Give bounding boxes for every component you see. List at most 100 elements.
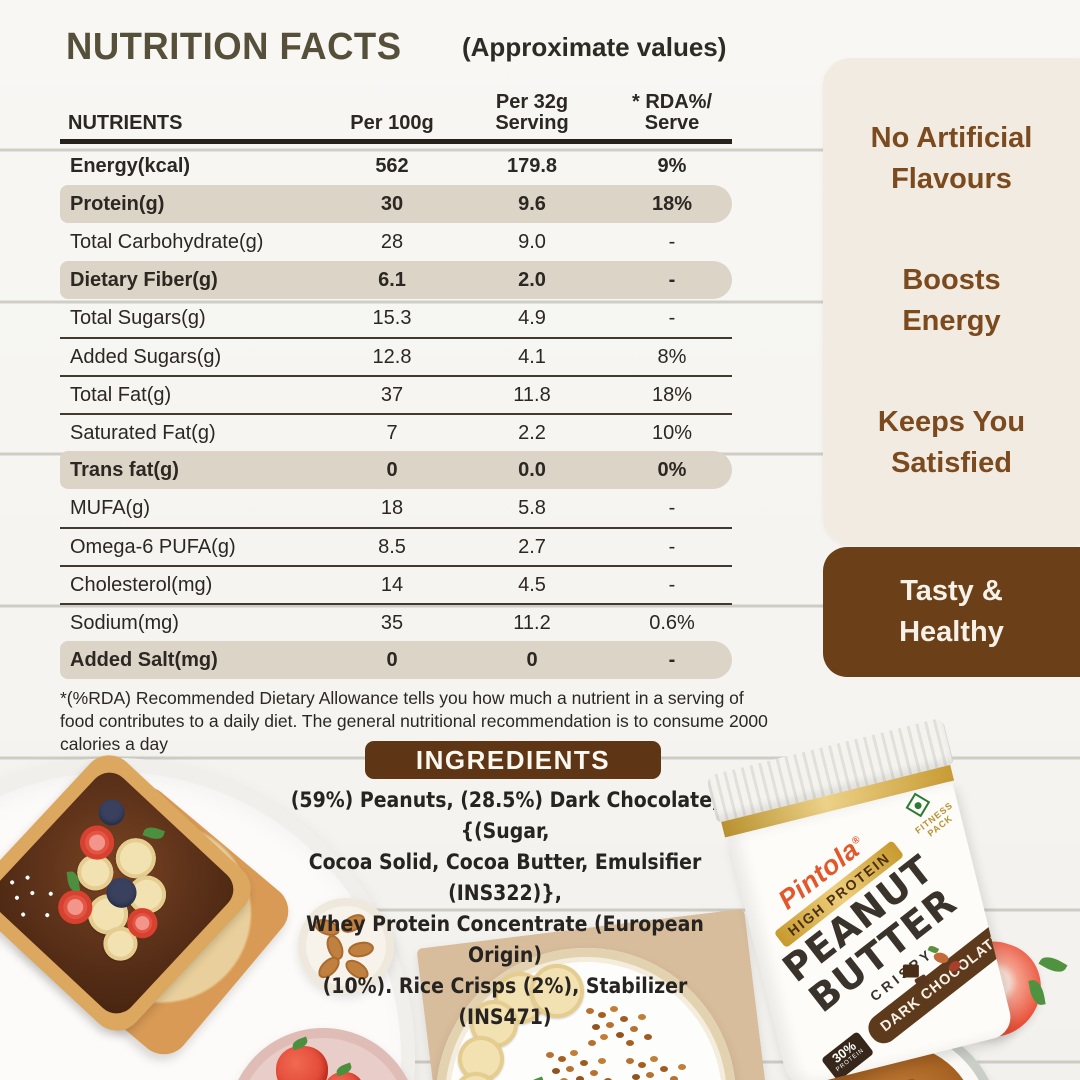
granola-cluster [546, 1052, 554, 1058]
table-top-rule [60, 139, 732, 144]
column-header-rda: * RDA%/ Serve [631, 91, 712, 134]
nutrient-name: Dietary Fiber(g) [70, 268, 218, 291]
nutrient-value: 0 [526, 648, 538, 671]
column-header-nutrients: NUTRIENTS [68, 112, 183, 134]
nutrient-value: 18% [651, 383, 693, 406]
nutrition-row: Sodium(mg) 35 11.2 0.6% [60, 603, 732, 641]
nutrient-name: MUFA(g) [70, 496, 150, 519]
nutrient-value: 12.8 [372, 345, 412, 368]
nutrient-value: - [668, 496, 676, 519]
nutrition-table-body: Energy(kcal) 562 179.8 9% Protein(g) 30 9.6 18%… [60, 147, 732, 679]
benefit-boosts-energy: Boosts Energy [902, 263, 1001, 337]
nutrient-value: 11.8 [513, 383, 551, 406]
nutrient-value: 0 [386, 458, 398, 481]
nutrition-row: Added Salt(mg) 0 0 - [60, 641, 732, 679]
nutrient-value: 2.2 [518, 421, 546, 444]
protein-30-badge: 30% PROTEIN [820, 1030, 874, 1080]
strawberry-leaf [290, 1036, 309, 1051]
nutrient-value: 0.0 [518, 458, 546, 481]
strawberry-leaf [527, 1076, 546, 1080]
nutrient-value: 4.1 [518, 345, 546, 368]
banana-slice [454, 1072, 498, 1080]
banana-slice [530, 964, 584, 1018]
nutrition-row: Cholesterol(mg) 14 4.5 - [60, 565, 732, 603]
strawberry [276, 1036, 328, 1080]
nutrient-name: Sodium(mg) [70, 611, 179, 634]
granola-cluster [586, 1008, 594, 1014]
nutrient-value: 562 [375, 154, 409, 177]
nutrient-name: Saturated Fat(g) [70, 421, 216, 444]
nutrient-value: 37 [380, 383, 404, 406]
benefits-panel: No Artificial Flavours Boosts Energy Kee… [823, 58, 1080, 544]
nutrient-value: - [668, 535, 676, 558]
column-header-per100g: Per 100g [350, 112, 434, 134]
nutrient-name: Added Sugars(g) [70, 345, 222, 368]
strawberry-leaf [334, 1062, 354, 1077]
nutrient-value: 8.5 [378, 535, 406, 558]
nutrient-name: Total Sugars(g) [70, 306, 206, 329]
ingredients-line: Whey Protein Concentrate (European Origi… [306, 912, 704, 967]
nutrition-row: Saturated Fat(g) 7 2.2 10% [60, 413, 732, 451]
nutrient-value: 11.2 [513, 611, 551, 634]
jar-body: Pintola® HIGH PROTEIN PEANUT BUTTER CRIS… [727, 780, 1016, 1080]
nutrient-value: 6.1 [378, 268, 406, 291]
nutrient-value: 15.3 [372, 306, 412, 329]
nutrition-row: Omega-6 PUFA(g) 8.5 2.7 - [60, 527, 732, 565]
nutrient-value: 4.9 [518, 306, 546, 329]
nutrient-value: 9% [657, 154, 687, 177]
nutrient-name: Trans fat(g) [70, 458, 179, 481]
nutrition-row: Added Sugars(g) 12.8 4.1 8% [60, 337, 732, 375]
nutrient-value: 35 [380, 611, 404, 634]
nutrient-value: 2.0 [518, 268, 546, 291]
nutrient-value: 9.6 [518, 192, 546, 215]
nutrient-name: Total Carbohydrate(g) [70, 230, 264, 253]
nutrient-value: - [668, 648, 676, 671]
nutrient-value: 0.6% [649, 611, 695, 634]
nutrition-row: Total Carbohydrate(g) 28 9.0 - [60, 223, 732, 261]
ingredients-text: (59%) Peanuts, (28.5%) Dark Chocolate, {… [283, 785, 727, 1033]
nutrient-value: 18% [651, 192, 693, 215]
rda-footnote: *(%RDA) Recommended Dietary Allowance te… [60, 688, 768, 755]
ingredients-heading: INGREDIENTS [365, 741, 661, 779]
nutrient-value: 5.8 [518, 496, 546, 519]
benefit-no-artificial-flavours: No Artificial Flavours [870, 121, 1033, 195]
nutrient-value: - [668, 573, 676, 596]
nutrient-value: 7 [386, 421, 398, 444]
ingredients-line: Cocoa Solid, Cocoa Butter, Emulsifier (I… [308, 850, 702, 905]
nutrient-value: 4.5 [518, 573, 546, 596]
nutrition-row: Protein(g) 30 9.6 18% [60, 185, 732, 223]
nutrition-row: Total Fat(g) 37 11.8 18% [60, 375, 732, 413]
almond-bowl [298, 898, 394, 994]
nutrition-row: Total Sugars(g) 15.3 4.9 - [60, 299, 732, 337]
nutrient-value: 28 [380, 230, 404, 253]
strawberry [324, 1062, 364, 1080]
nutrient-value: 14 [380, 573, 404, 596]
nutrient-name: Total Fat(g) [70, 383, 172, 406]
nutrient-value: 8% [657, 345, 687, 368]
ingredients-line: (59%) Peanuts, (28.5%) Dark Chocolate, {… [290, 788, 720, 843]
nutrient-name: Energy(kcal) [70, 154, 191, 177]
nutrient-value: 18 [380, 496, 404, 519]
nutrient-name: Cholesterol(mg) [70, 573, 213, 596]
nutrient-name: Omega-6 PUFA(g) [70, 535, 236, 558]
column-header-per-serving: Per 32g Serving [495, 91, 569, 134]
nutrient-value: 10% [651, 421, 693, 444]
ingredients-line: (10%). Rice Crisps (2%), Stabilizer (INS… [322, 974, 688, 1029]
nutrition-row: MUFA(g) 18 5.8 - [60, 489, 732, 527]
table-header-row: NUTRIENTS Per 100g Per 32g Serving * RDA… [60, 76, 732, 137]
strawberry-leaf [1038, 952, 1068, 977]
nutrient-value: - [668, 268, 676, 291]
nutrient-value: - [668, 306, 676, 329]
nutrition-row: Dietary Fiber(g) 6.1 2.0 - [60, 261, 732, 299]
nutrition-row: Trans fat(g) 0 0.0 0% [60, 451, 732, 489]
nutrient-value: 0% [657, 458, 687, 481]
nutrition-row: Energy(kcal) 562 179.8 9% [60, 147, 732, 185]
nutrient-name: Added Salt(mg) [70, 648, 218, 671]
jar-label: Pintola® HIGH PROTEIN PEANUT BUTTER CRIS… [727, 781, 1016, 1080]
nutrient-name: Protein(g) [70, 192, 165, 215]
nutrient-value: - [668, 230, 676, 253]
benefit-tasty-healthy: Tasty & Healthy [823, 547, 1080, 677]
approximate-values-label: (Approximate values) [462, 32, 727, 62]
benefit-keeps-you-satisfied: Keeps You Satisfied [877, 405, 1026, 480]
